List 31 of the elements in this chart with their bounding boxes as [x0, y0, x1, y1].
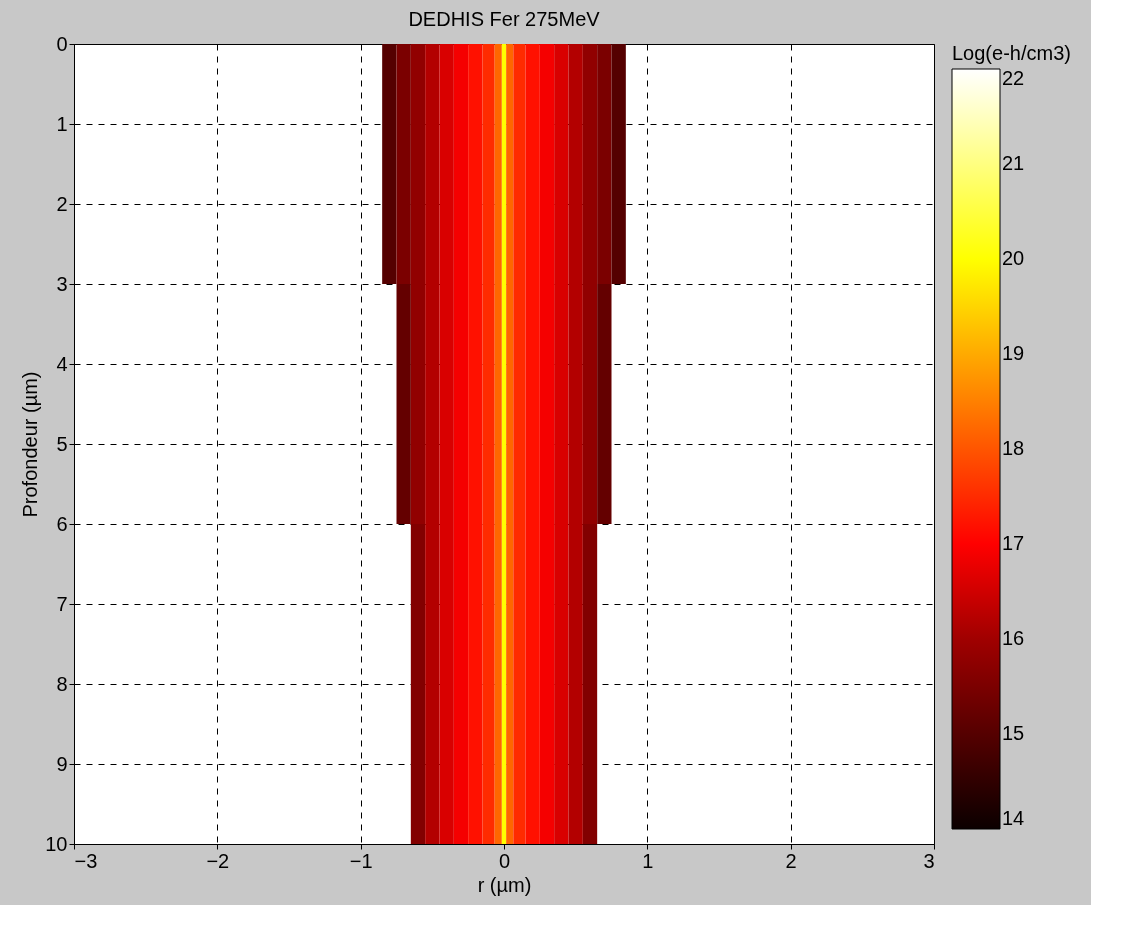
y-tick-label: 10: [45, 832, 68, 855]
color-bar-label: 18: [1002, 437, 1025, 459]
color-bar-label: 15: [1002, 722, 1025, 744]
y-tick-label: 9: [56, 752, 68, 775]
y-tick-label: 0: [56, 32, 68, 55]
x-tick-label: −3: [74, 849, 98, 872]
x-tick-label: 3: [923, 849, 935, 872]
y-tick-label: 2: [56, 192, 68, 215]
y-tick-label: 8: [56, 672, 68, 695]
y-tick-label: 5: [56, 432, 68, 455]
x-tick-label: 0: [498, 849, 511, 872]
chart-title: DEDHIS Fer 275MeV: [408, 8, 601, 30]
y-axis-title: Profondeur (µm): [19, 371, 42, 518]
color-bar-title: Log(e-h/cm3): [952, 42, 1071, 64]
y-tick-label: 4: [56, 352, 68, 375]
color-bar-label: 22: [1002, 67, 1025, 89]
x-tick-label: −2: [206, 849, 230, 872]
color-bar-label: 16: [1002, 627, 1025, 649]
color-bar-label: 14: [1002, 807, 1025, 829]
color-bar-label: 19: [1002, 342, 1025, 364]
x-tick-label: −1: [349, 849, 373, 872]
y-tick-label: 7: [56, 592, 68, 615]
color-bar-label: 21: [1002, 152, 1025, 174]
x-tick-label: 1: [642, 849, 654, 872]
y-tick-label: 3: [56, 272, 68, 295]
y-tick-label: 6: [56, 512, 68, 535]
x-tick-label: 2: [785, 849, 797, 872]
color-bar-label: 17: [1002, 532, 1025, 554]
x-axis-title: r (µm): [477, 873, 532, 896]
y-tick-label: 1: [56, 112, 68, 135]
color-bar-label: 20: [1002, 247, 1025, 269]
